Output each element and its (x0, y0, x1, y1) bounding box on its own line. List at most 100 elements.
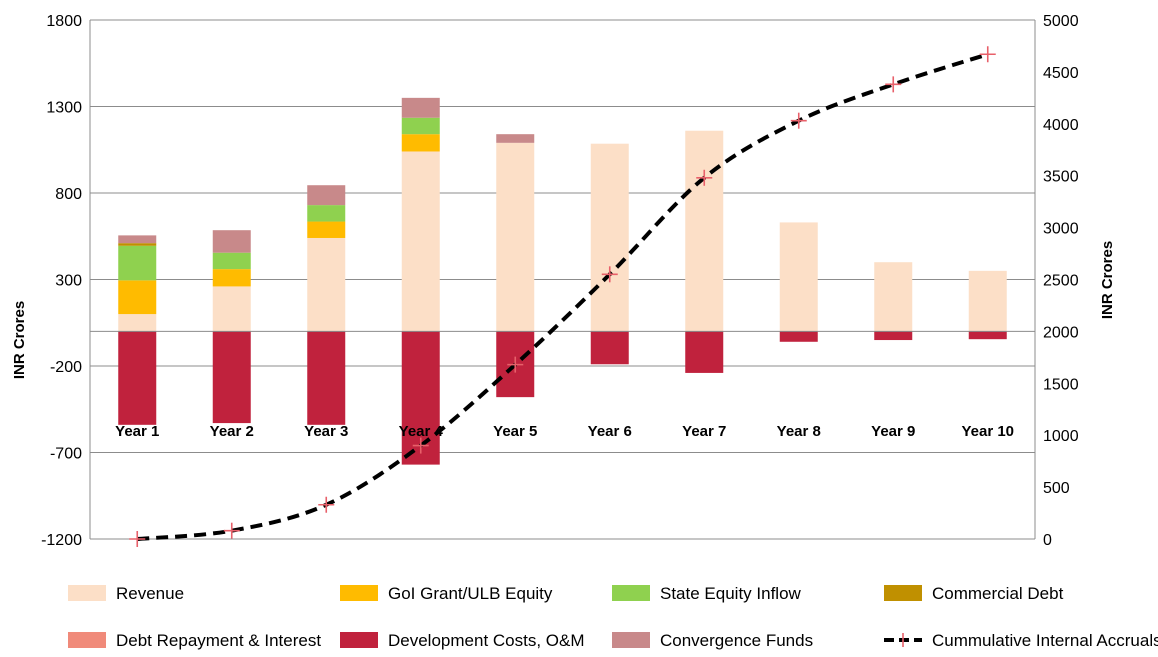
bar-segment (118, 243, 157, 246)
x-tick-label: Year 3 (304, 423, 348, 440)
bar-segment (779, 331, 818, 342)
bar-segment (212, 252, 251, 270)
y-axis-left-title: INR Crores (11, 301, 28, 379)
bar-segment (401, 97, 440, 118)
bar-segment (307, 185, 346, 206)
x-tick-label: Year 9 (871, 423, 915, 440)
bar-segment (779, 222, 818, 332)
y-tick-label-right: 1000 (1043, 428, 1079, 445)
legend-item: State Equity Inflow (612, 584, 802, 603)
accruals-line-path (137, 52, 989, 541)
legend-label: State Equity Inflow (660, 584, 802, 603)
bar-segment (307, 221, 346, 238)
y-tick-label-right: 1500 (1043, 376, 1079, 393)
x-tick-label: Year 4 (399, 423, 444, 440)
legend-item: Convergence Funds (612, 631, 813, 650)
x-tick-label: Year 2 (210, 423, 254, 440)
bar-segment (685, 331, 724, 373)
x-tick-label: Year 7 (682, 423, 726, 440)
y-tick-label-left: 1300 (46, 100, 82, 117)
bar-segment (118, 235, 157, 244)
bar-segment (212, 286, 251, 332)
bar-segment (307, 205, 346, 222)
y-tick-label-right: 3000 (1043, 221, 1079, 238)
legend-item: Cummulative Internal Accruals (884, 631, 1158, 650)
y-tick-label-right: 4000 (1043, 117, 1079, 134)
bar-segment (685, 130, 724, 332)
accruals-point (318, 496, 335, 513)
legend-label: Convergence Funds (660, 631, 813, 650)
tick-labels: 18001300800300-200-700-12005000450040003… (41, 13, 1079, 549)
bar-segment (118, 314, 157, 332)
accruals-point (790, 112, 807, 129)
x-tick-label: Year 6 (588, 423, 632, 440)
legend-swatch (340, 632, 378, 648)
accruals-point (979, 46, 996, 63)
y-tick-label-right: 2500 (1043, 273, 1079, 290)
bar-segment (212, 230, 251, 253)
y-tick-label-left: 800 (55, 186, 82, 203)
legend-label: GoI Grant/ULB Equity (388, 584, 553, 603)
accruals-point (412, 437, 429, 454)
y-tick-label-left: -200 (50, 359, 82, 376)
accruals-point (223, 522, 240, 539)
bars (118, 97, 1007, 465)
y-tick-label-left: 1800 (46, 13, 82, 30)
bar-segment (401, 117, 440, 135)
accruals-point (601, 266, 618, 283)
y-tick-label-right: 3500 (1043, 169, 1079, 186)
legend-item: Debt Repayment & Interest (68, 631, 321, 650)
y-tick-label-left: -1200 (41, 532, 82, 549)
bar-segment (968, 331, 1007, 340)
legend-swatch (612, 632, 650, 648)
y-tick-label-right: 0 (1043, 532, 1052, 549)
legend-item: GoI Grant/ULB Equity (340, 584, 553, 603)
bar-segment (590, 331, 629, 365)
x-tick-label: Year 1 (115, 423, 159, 440)
bar-segment (212, 269, 251, 287)
y-axis-right-title: INR Crores (1099, 241, 1116, 319)
bar-segment (307, 237, 346, 332)
accruals-point (696, 169, 713, 186)
bar-segment (968, 270, 1007, 332)
bar-segment (307, 331, 346, 425)
accruals-point (129, 531, 146, 547)
bar-segment (496, 134, 535, 143)
bar-segment (401, 134, 440, 152)
legend: Revenue GoI Grant/ULB Equity State Equity … (68, 584, 1158, 650)
legend-label: Commercial Debt (932, 584, 1064, 603)
legend-label: Debt Repayment & Interest (116, 631, 321, 650)
y-tick-label-right: 500 (1043, 480, 1070, 497)
axes (89, 20, 1036, 539)
bar-segment (212, 331, 251, 424)
accruals-point (885, 76, 902, 93)
y-tick-label-left: 300 (55, 273, 82, 290)
legend-label: Revenue (116, 584, 184, 603)
y-tick-label-left: -700 (50, 446, 82, 463)
bar-segment (118, 245, 157, 281)
y-tick-label-right: 5000 (1043, 13, 1079, 30)
legend-swatch (68, 632, 106, 648)
bar-segment (874, 262, 913, 332)
x-tick-label: Year 10 (961, 423, 1014, 440)
legend-label: Development Costs, O&M (388, 631, 585, 650)
x-tick-label: Year 5 (493, 423, 537, 440)
legend-label: Cummulative Internal Accruals (932, 631, 1158, 650)
accruals-point (507, 356, 524, 373)
legend-swatch (340, 585, 378, 601)
bar-segment (590, 143, 629, 332)
y-tick-label-right: 4500 (1043, 65, 1079, 82)
legend-item: Revenue (68, 584, 184, 603)
x-tick-label: Year 8 (777, 423, 821, 440)
bar-segment (874, 331, 913, 341)
bar-segment (496, 142, 535, 332)
bar-segment (118, 280, 157, 315)
legend-item: Commercial Debt (884, 584, 1064, 603)
legend-swatch (884, 585, 922, 601)
accruals-line (129, 46, 996, 547)
legend-swatch (68, 585, 106, 601)
category-labels: Year 1 Year 2 Year 3 Year 4 Year 5 Year 6 Year… (115, 423, 1014, 440)
legend-item: Development Costs, O&M (340, 631, 585, 650)
